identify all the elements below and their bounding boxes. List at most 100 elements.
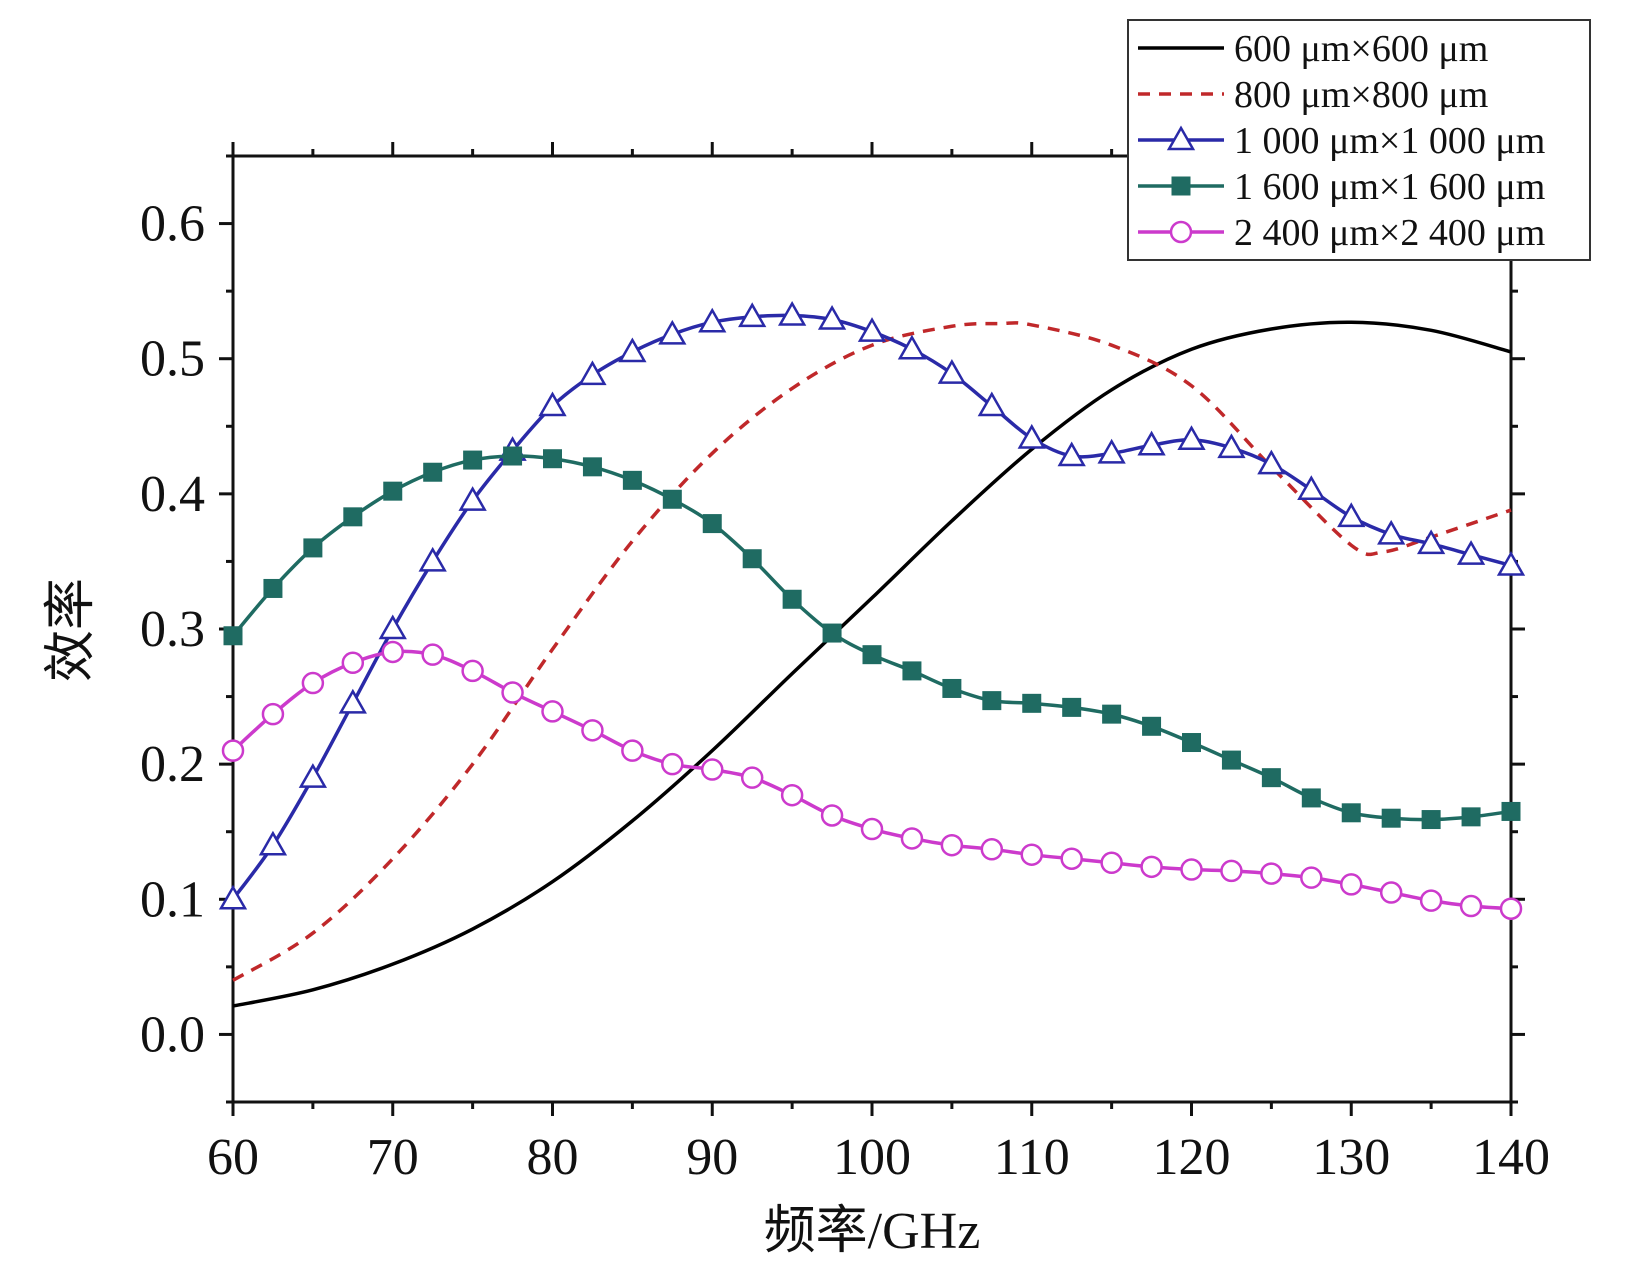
series-3-point xyxy=(817,305,847,330)
series-5-point xyxy=(1220,859,1243,883)
series-4-point xyxy=(822,623,842,643)
x-tick-label: 110 xyxy=(994,1129,1070,1186)
series-3-point xyxy=(298,763,328,788)
series-5-point xyxy=(1300,866,1323,889)
series-5-point xyxy=(341,651,365,675)
series-5-point xyxy=(621,739,644,762)
series-3-point xyxy=(378,614,407,640)
series-4-point xyxy=(782,589,802,609)
series-5-point xyxy=(221,739,245,762)
series-4-point xyxy=(463,450,483,470)
series-5-point xyxy=(421,643,444,666)
series-3-point xyxy=(258,830,288,856)
series-4-point xyxy=(1301,788,1321,808)
series-3-point xyxy=(777,300,807,326)
series-3-point xyxy=(1217,433,1246,459)
series-3-point xyxy=(458,486,487,511)
legend-label-1: 600 μm×600 μm xyxy=(1234,28,1488,70)
x-axis-title: 频率/GHz xyxy=(764,1203,981,1260)
series-5-point xyxy=(461,659,484,683)
series-3-point xyxy=(218,884,248,910)
series-3-point xyxy=(1297,475,1326,501)
series-3-point xyxy=(738,302,767,328)
y-tick-label: 0.6 xyxy=(140,196,205,253)
series-4-point xyxy=(1022,693,1042,713)
x-tick-label: 140 xyxy=(1472,1129,1550,1186)
y-tick-label: 0.2 xyxy=(140,736,205,793)
series-4-point xyxy=(1142,716,1162,736)
series-4-point xyxy=(902,661,922,681)
plot-frame xyxy=(231,154,1513,1104)
series-5-point xyxy=(820,804,844,827)
y-tick-label: 0.3 xyxy=(140,601,205,658)
series-5-point xyxy=(900,827,924,850)
series-5-point xyxy=(661,752,684,776)
series-3-point xyxy=(1137,430,1166,456)
series-5-point xyxy=(581,719,604,742)
series-3-point xyxy=(1496,550,1526,576)
series-4-point xyxy=(263,578,283,598)
series-line-4 xyxy=(231,454,1512,822)
series-3-point xyxy=(658,319,687,345)
series-5-point xyxy=(1060,847,1083,870)
series-4-point xyxy=(1381,808,1401,828)
series-5-point xyxy=(701,758,724,781)
series-4-point xyxy=(1461,807,1481,827)
series-4-point xyxy=(423,462,443,482)
series-4-point xyxy=(543,449,562,469)
series-4-point xyxy=(862,645,882,665)
series-3-point xyxy=(618,337,647,363)
x-tick-label: 100 xyxy=(833,1129,911,1186)
series-4-point xyxy=(582,457,602,477)
series-4-point xyxy=(1062,697,1082,717)
y-tick-label: 0.1 xyxy=(140,871,205,928)
series-3-point xyxy=(1057,441,1086,467)
series-3-point xyxy=(538,391,567,417)
series-3-point xyxy=(1456,540,1486,565)
legend-marker-5 xyxy=(1169,220,1193,244)
series-3-point xyxy=(1257,449,1286,475)
series-3-point xyxy=(897,334,927,360)
series-4-point xyxy=(982,691,1002,711)
series-5-point xyxy=(501,681,524,704)
series-4-point xyxy=(1501,801,1521,821)
x-tick-label: 90 xyxy=(686,1129,738,1186)
series-4-point xyxy=(1102,704,1122,724)
legend-label-4: 1 600 μm×1 600 μm xyxy=(1234,166,1545,208)
y-axis-title: 效率 xyxy=(43,578,100,682)
series-3-point xyxy=(1177,425,1206,451)
x-tick-label: 80 xyxy=(527,1129,579,1186)
series-4-point xyxy=(1221,750,1241,770)
y-tick-label: 0.0 xyxy=(140,1006,205,1063)
ticks-layer: 60 70 80 90 100 110 120 130 140 0.0 0.1 0.2 0.3 0.4 0.… xyxy=(140,142,1550,1186)
legend-label-5: 2 400 μm×2 400 μm xyxy=(1234,212,1545,254)
series-line-1 xyxy=(232,320,1512,1008)
x-tick-label: 130 xyxy=(1312,1129,1390,1186)
series-5-point xyxy=(1340,873,1363,896)
series-5-point xyxy=(541,700,564,723)
series-line-3 xyxy=(231,313,1512,901)
series-4-point xyxy=(662,489,682,509)
series-5-point xyxy=(1100,851,1123,875)
series-5-point xyxy=(940,833,964,857)
series-3-point xyxy=(1017,423,1046,449)
series-3-point xyxy=(977,391,1006,417)
series-layer xyxy=(218,300,1526,1008)
series-3-point xyxy=(578,360,607,386)
series-4-point xyxy=(1341,803,1361,823)
series-4-point xyxy=(503,446,523,466)
legend-marker-4 xyxy=(1171,176,1191,196)
series-5-point xyxy=(740,766,764,789)
series-3-point xyxy=(698,307,727,333)
series-4-point xyxy=(742,549,762,569)
series-3-point xyxy=(418,546,447,572)
series-3-point xyxy=(1416,529,1446,555)
series-5-point xyxy=(1140,855,1163,879)
series-5-point xyxy=(1260,862,1283,885)
series-4-point xyxy=(1261,768,1281,788)
x-tick-label: 120 xyxy=(1153,1129,1231,1186)
series-4-point xyxy=(343,507,363,527)
